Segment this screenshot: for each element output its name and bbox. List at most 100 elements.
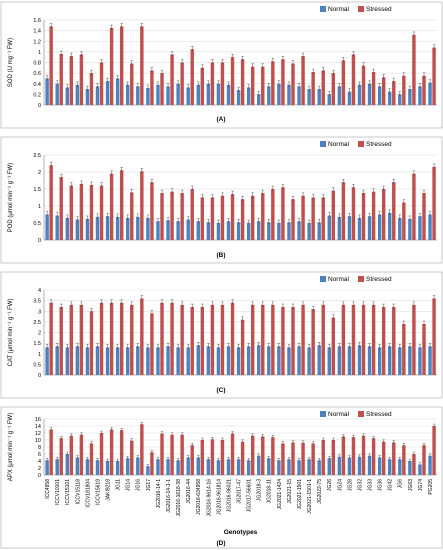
bar-stressed xyxy=(351,304,356,375)
bar-normal xyxy=(65,217,69,240)
bar-normal xyxy=(367,216,372,240)
bar-normal xyxy=(398,347,402,375)
x-tick-label: PG205 xyxy=(428,479,434,495)
bar-stressed xyxy=(160,73,164,105)
bar-stressed xyxy=(402,202,406,240)
legend-swatch-stressed xyxy=(358,141,364,147)
bar-normal xyxy=(418,347,422,375)
bar-normal xyxy=(418,86,422,105)
x-tick-label: JG42 xyxy=(388,479,394,491)
bar-stressed xyxy=(281,307,285,375)
y-axis-label: POD (μmol min⁻¹ g⁻¹ FW) xyxy=(8,163,14,232)
bar-normal xyxy=(428,82,432,105)
x-tick-label: JG24 xyxy=(337,479,343,491)
bar-stressed xyxy=(261,193,265,240)
bar-stressed xyxy=(371,72,376,105)
bar-stressed xyxy=(250,304,255,375)
bar-stressed xyxy=(140,298,144,375)
x-tick-label: JG11 xyxy=(116,479,122,491)
x-tick-label: JG2016-96021 xyxy=(226,479,232,512)
bar-normal xyxy=(327,347,331,375)
bar-normal xyxy=(85,218,90,240)
bar-normal xyxy=(226,221,231,240)
bar-stressed xyxy=(119,170,124,240)
bar-normal xyxy=(267,458,271,475)
x-tick-label: JG63 xyxy=(408,479,414,491)
x-tick-label: JG26 xyxy=(327,479,333,491)
bar-stressed xyxy=(230,433,235,475)
bar-stressed xyxy=(361,304,366,375)
bar-normal xyxy=(317,222,321,240)
bar-normal xyxy=(95,86,100,105)
bar-stressed xyxy=(321,304,325,375)
bar-normal xyxy=(136,346,140,375)
bar-normal xyxy=(277,346,281,375)
y-tick-label: 16 xyxy=(35,417,41,423)
bar-stressed xyxy=(160,433,164,475)
bar-stressed xyxy=(130,440,134,475)
bar-stressed xyxy=(432,426,436,475)
bar-stressed xyxy=(150,313,154,375)
bar-stressed xyxy=(180,304,184,375)
bar-stressed xyxy=(432,47,436,105)
bar-stressed xyxy=(281,443,285,475)
bar-stressed xyxy=(412,173,416,240)
bar-stressed xyxy=(261,66,265,105)
bar-normal xyxy=(216,83,221,105)
x-tick-label: JG2018-3 xyxy=(257,479,263,501)
bar-stressed xyxy=(392,307,396,375)
legend-label-normal: Normal xyxy=(328,411,350,418)
y-tick-label: 1 xyxy=(38,204,41,210)
bar-stressed xyxy=(140,424,144,475)
bar-stressed xyxy=(220,62,225,105)
bar-stressed xyxy=(351,187,356,240)
y-tick-label: 0 xyxy=(38,473,41,479)
bar-stressed xyxy=(59,307,63,375)
bar-normal xyxy=(75,457,80,475)
legend-swatch-stressed xyxy=(358,276,364,282)
bar-normal xyxy=(257,345,261,375)
x-axis-label: Genotypes xyxy=(224,529,258,536)
x-tick-label: ICCV181804 xyxy=(85,479,91,508)
legend-swatch-stressed xyxy=(358,6,364,12)
x-tick-label: ICCV10101 xyxy=(55,479,61,505)
bar-normal xyxy=(105,216,110,240)
bar-stressed xyxy=(59,438,63,475)
bar-normal xyxy=(176,347,180,375)
bar-stressed xyxy=(422,75,426,105)
bar-stressed xyxy=(69,185,74,240)
bar-normal xyxy=(126,458,130,475)
y-axis-label: APX (μmol min⁻¹ g⁻¹ FW) xyxy=(8,413,14,481)
bar-stressed xyxy=(190,49,194,105)
bar-stressed xyxy=(170,302,174,375)
x-tick-label: JG2021-15 xyxy=(287,479,293,504)
bar-normal xyxy=(136,86,140,105)
bar-stressed xyxy=(109,302,114,375)
bar-normal xyxy=(186,87,190,105)
panel-label: (C) xyxy=(216,387,225,394)
bar-stressed xyxy=(291,199,295,240)
bar-normal xyxy=(377,214,382,240)
bar-stressed xyxy=(49,26,53,105)
bar-stressed xyxy=(301,195,305,240)
y-tick-label: 1.2 xyxy=(33,39,41,45)
bar-normal xyxy=(287,459,291,475)
bar-normal xyxy=(156,84,160,105)
bar-stressed xyxy=(261,436,265,475)
bar-stressed xyxy=(321,197,325,240)
y-tick-label: 4 xyxy=(38,288,41,294)
bar-normal xyxy=(85,89,90,105)
bar-normal xyxy=(337,346,342,375)
bar-normal xyxy=(327,458,331,475)
bar-stressed xyxy=(281,187,285,240)
bar-stressed xyxy=(210,197,215,240)
bar-stressed xyxy=(240,441,245,475)
bar-stressed xyxy=(160,193,164,240)
x-tick-label: JG36 xyxy=(378,479,384,491)
bar-normal xyxy=(95,460,100,475)
bar-stressed xyxy=(79,434,84,475)
x-tick-label: JG2018-11 xyxy=(267,479,273,504)
bar-stressed xyxy=(331,440,336,475)
panel-label: (D) xyxy=(216,540,225,547)
